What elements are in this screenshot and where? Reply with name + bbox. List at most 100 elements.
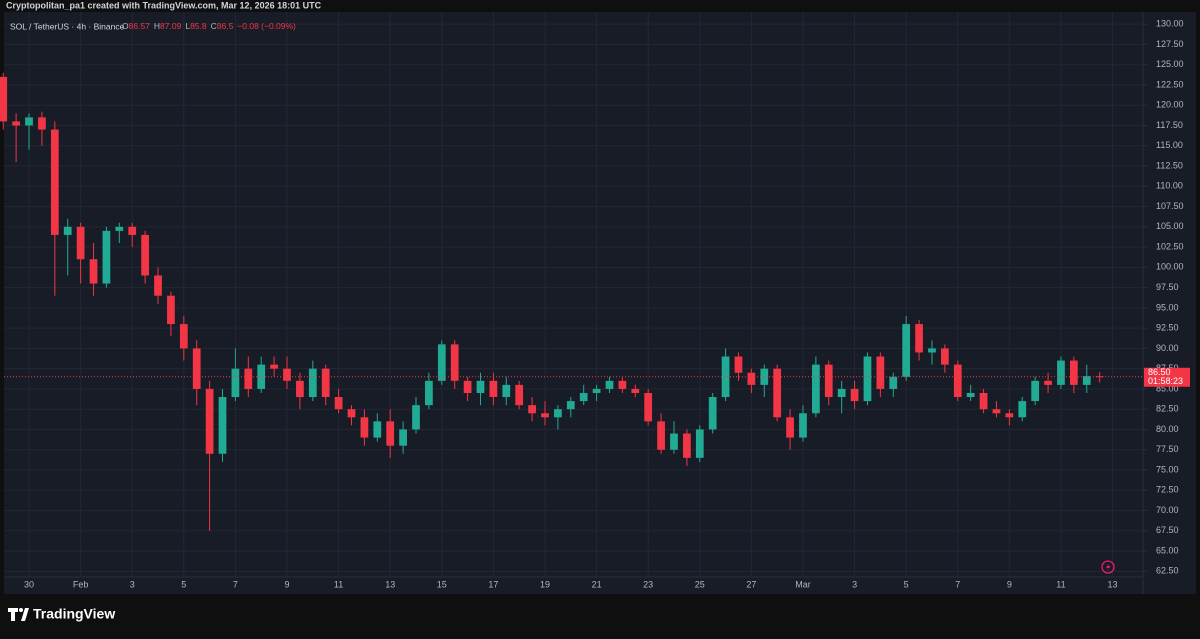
candle-body	[1005, 413, 1014, 418]
x-tick-label: 11	[334, 579, 343, 589]
candle-body	[631, 388, 640, 393]
candle-body	[425, 380, 433, 406]
candle-body	[25, 117, 33, 126]
candle-body	[63, 226, 72, 235]
last-price-label: 86.50	[1148, 367, 1171, 377]
candle-body	[915, 324, 923, 353]
y-tick-label: 90.00	[1156, 343, 1179, 353]
candle-body	[179, 324, 188, 349]
candle-body	[863, 356, 872, 402]
candle-body	[657, 421, 665, 450]
candle-body	[1069, 360, 1078, 385]
y-tick-label: 85.00	[1156, 383, 1179, 393]
x-tick-label: Mar	[795, 579, 811, 589]
countdown: 01:58:23	[1148, 376, 1183, 386]
credit: Cryptopolitan_pa1 created with TradingVi…	[6, 0, 322, 10]
l-label: L	[185, 21, 190, 31]
candle-body	[283, 368, 291, 381]
legend: SOL / TetherUS · 4h · Binance O86.57 H87.…	[10, 21, 296, 31]
candle-body	[734, 356, 743, 373]
change: −0.08 (−0.09%)	[237, 21, 296, 31]
alert-icon	[1101, 560, 1115, 574]
candle-body	[902, 324, 911, 377]
candle-body	[360, 417, 369, 438]
tradingview-logo: TradingView	[8, 606, 115, 622]
candle-body	[876, 356, 885, 389]
y-tick-label: 72.50	[1156, 485, 1179, 495]
candle-body	[334, 397, 343, 410]
y-tick-label: 67.50	[1156, 525, 1179, 535]
symbol: SOL / TetherUS · 4h · Binance	[10, 21, 125, 31]
y-tick-label: 70.00	[1156, 505, 1179, 515]
x-tick-label: 13	[385, 579, 395, 589]
y-tick-label: 80.00	[1156, 424, 1179, 434]
candle-body	[605, 380, 614, 389]
candle-body	[799, 413, 807, 438]
y-tick-label: 115.00	[1156, 140, 1183, 150]
x-tick-label: 7	[955, 579, 960, 589]
candle-body	[373, 421, 382, 438]
brand: TradingView	[33, 606, 115, 622]
c-value: 86.5	[217, 21, 234, 31]
candle-body	[218, 397, 227, 454]
o-label: O	[122, 21, 129, 31]
candle-body	[205, 388, 214, 454]
candle-body	[708, 397, 717, 430]
candle-body	[102, 230, 111, 284]
candle-body	[644, 392, 653, 422]
x-tick-label: 25	[695, 579, 705, 589]
candle-body	[1018, 401, 1027, 418]
candle-body	[721, 356, 730, 398]
candle-body	[463, 380, 472, 393]
candle-body	[1044, 380, 1052, 385]
y-tick-label: 122.50	[1156, 79, 1184, 89]
candle-body	[0, 76, 8, 122]
x-tick-label: 3	[852, 579, 857, 589]
x-tick-label: 3	[130, 579, 135, 589]
y-tick-label: 107.50	[1156, 201, 1184, 211]
y-tick-label: 75.00	[1156, 464, 1179, 474]
candle-body	[528, 405, 536, 414]
candle-body	[541, 413, 549, 418]
x-tick-label: 17	[488, 579, 498, 589]
x-tick-label: 13	[1108, 579, 1118, 589]
candle-body	[38, 117, 46, 130]
candle-body	[476, 380, 485, 393]
candle-body	[244, 368, 253, 389]
y-tick-label: 62.50	[1156, 566, 1179, 576]
candle-body	[437, 344, 446, 381]
candle-body	[321, 368, 330, 398]
candle-body	[812, 364, 820, 414]
candle-body	[824, 364, 833, 398]
candle-body	[670, 433, 678, 450]
candle-body	[141, 234, 149, 276]
x-tick-label: 5	[904, 579, 909, 589]
x-tick-label: 30	[24, 579, 34, 589]
candle-body	[773, 368, 782, 418]
candle-body	[489, 380, 498, 398]
c-label: C	[211, 21, 217, 31]
y-tick-label: 65.00	[1156, 545, 1179, 555]
candle-body	[928, 348, 936, 353]
candle-body	[889, 376, 898, 389]
x-tick-label: 15	[437, 579, 447, 589]
x-tick-label: 19	[540, 579, 550, 589]
candle-body	[12, 121, 20, 126]
candle-body	[940, 348, 949, 365]
candle-body	[192, 348, 201, 389]
candle-body	[50, 129, 59, 235]
y-tick-label: 100.00	[1156, 262, 1184, 272]
candle-body	[554, 409, 562, 418]
candle-body	[308, 368, 317, 398]
candle-body	[347, 409, 356, 418]
y-tick-label: 77.50	[1156, 444, 1179, 454]
candle-body	[683, 433, 691, 458]
x-tick-label: 23	[643, 579, 653, 589]
h-label: H	[154, 21, 160, 31]
x-tick-label: Feb	[73, 579, 89, 589]
last-price-box	[1144, 367, 1190, 387]
candle-body	[695, 429, 704, 458]
candle-body	[115, 226, 124, 231]
o-value: 86.57	[129, 21, 151, 31]
